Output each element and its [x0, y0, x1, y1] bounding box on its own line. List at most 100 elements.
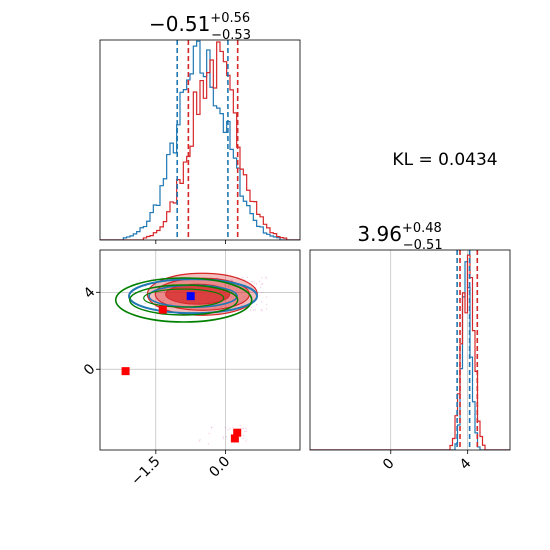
sample-point [261, 283, 264, 285]
sample-point [242, 434, 244, 436]
sample-point [174, 302, 176, 305]
sample-point [222, 437, 225, 440]
sample-point [242, 427, 245, 430]
contour-green-mid [129, 284, 239, 316]
sample-point [152, 278, 155, 280]
sample-point [265, 308, 268, 310]
sample-point [235, 290, 238, 292]
y-tick-label: 0 [81, 361, 99, 379]
sample-point [252, 291, 254, 293]
histogram-blue [310, 261, 510, 450]
markers-joint [121, 292, 242, 443]
sample-point [265, 296, 268, 298]
sample-point [139, 279, 141, 282]
grid-p2 [390, 250, 468, 450]
sample-point [260, 308, 263, 311]
sample-point [169, 303, 171, 305]
sample-point [260, 291, 263, 294]
axes-frame-p1 [99, 39, 301, 241]
contour-green-inner [143, 288, 225, 308]
sample-point [244, 430, 246, 433]
sample-point [145, 285, 147, 288]
sample-point [265, 277, 268, 280]
histograms-p1 [100, 40, 300, 240]
histograms-p2 [310, 254, 510, 450]
sample-point [144, 302, 146, 305]
sample-point [227, 286, 230, 288]
joint-panel: −1.5 0.0 0 4 [81, 249, 301, 489]
sample-point [231, 427, 234, 429]
sample-point [242, 437, 244, 439]
x-tick-label: −1.5 [128, 454, 163, 489]
sample-point [246, 276, 248, 279]
contour-blue-outer [128, 278, 259, 315]
sample-point [224, 284, 226, 286]
sample-point [207, 443, 210, 445]
sample-point [265, 303, 268, 306]
sample-point [154, 299, 157, 302]
sample-point [241, 427, 243, 429]
axes-frame-p2 [309, 249, 511, 451]
sample-point [227, 285, 230, 287]
sample-point [261, 301, 263, 303]
red-marker [230, 434, 239, 443]
red-marker [121, 367, 130, 376]
sample-point [193, 281, 195, 283]
sample-point [224, 426, 227, 429]
sample-point [198, 440, 201, 442]
x-tick-label: 4 [457, 455, 475, 473]
sample-point [163, 291, 166, 293]
sample-point [230, 279, 233, 282]
x-tick-label: 0.0 [206, 454, 233, 481]
y-tick-label: 4 [81, 284, 99, 302]
sample-point [188, 310, 190, 312]
contour-green-outer [114, 277, 253, 323]
sample-point [259, 286, 262, 289]
sample-point [251, 281, 253, 283]
histogram-blue [100, 40, 300, 240]
quantile-lines-p2 [456, 250, 479, 450]
sample-point [187, 304, 190, 306]
red-marker [233, 428, 242, 437]
sample-point [241, 304, 243, 307]
sample-point [222, 436, 225, 438]
sample-point [261, 309, 263, 312]
quantile-lines-p1 [176, 40, 239, 240]
sample-point [253, 282, 255, 284]
sample-point [245, 427, 247, 430]
sample-point [228, 285, 231, 287]
sample-point [162, 300, 164, 302]
sample-point [214, 307, 216, 309]
sample-point [252, 309, 255, 311]
x-tick-label: 0 [380, 456, 398, 474]
sample-point [231, 279, 233, 281]
sample-point [137, 310, 139, 313]
sample-point [234, 306, 236, 308]
sample-point [208, 432, 210, 435]
sample-point [249, 309, 252, 311]
sample-point [239, 424, 241, 427]
kl-annotation: KL = 0.0434 [392, 150, 497, 170]
sample-point [211, 426, 213, 428]
sample-point [256, 303, 258, 306]
histogram-red [100, 41, 300, 240]
sample-point [245, 440, 247, 442]
sample-point [171, 303, 173, 305]
title-p2: 3.96+0.48 −0.51 [357, 221, 442, 253]
sample-point [220, 306, 222, 308]
sample-point [181, 280, 183, 282]
sample-point [230, 296, 233, 298]
sample-point [213, 283, 215, 286]
title-p1: −0.51+0.56 −0.53 [149, 11, 251, 43]
sample-point [250, 291, 252, 293]
sample-point [260, 283, 263, 285]
blue-marker [186, 292, 195, 301]
sample-point [229, 427, 231, 430]
sample-point [254, 309, 256, 311]
sample-point [241, 277, 244, 279]
axes-frame-joint [99, 249, 301, 451]
sample-point [250, 306, 253, 309]
sample-point [210, 427, 213, 429]
marginal-panel-p1: −0.51+0.56 −0.53 [99, 11, 301, 244]
